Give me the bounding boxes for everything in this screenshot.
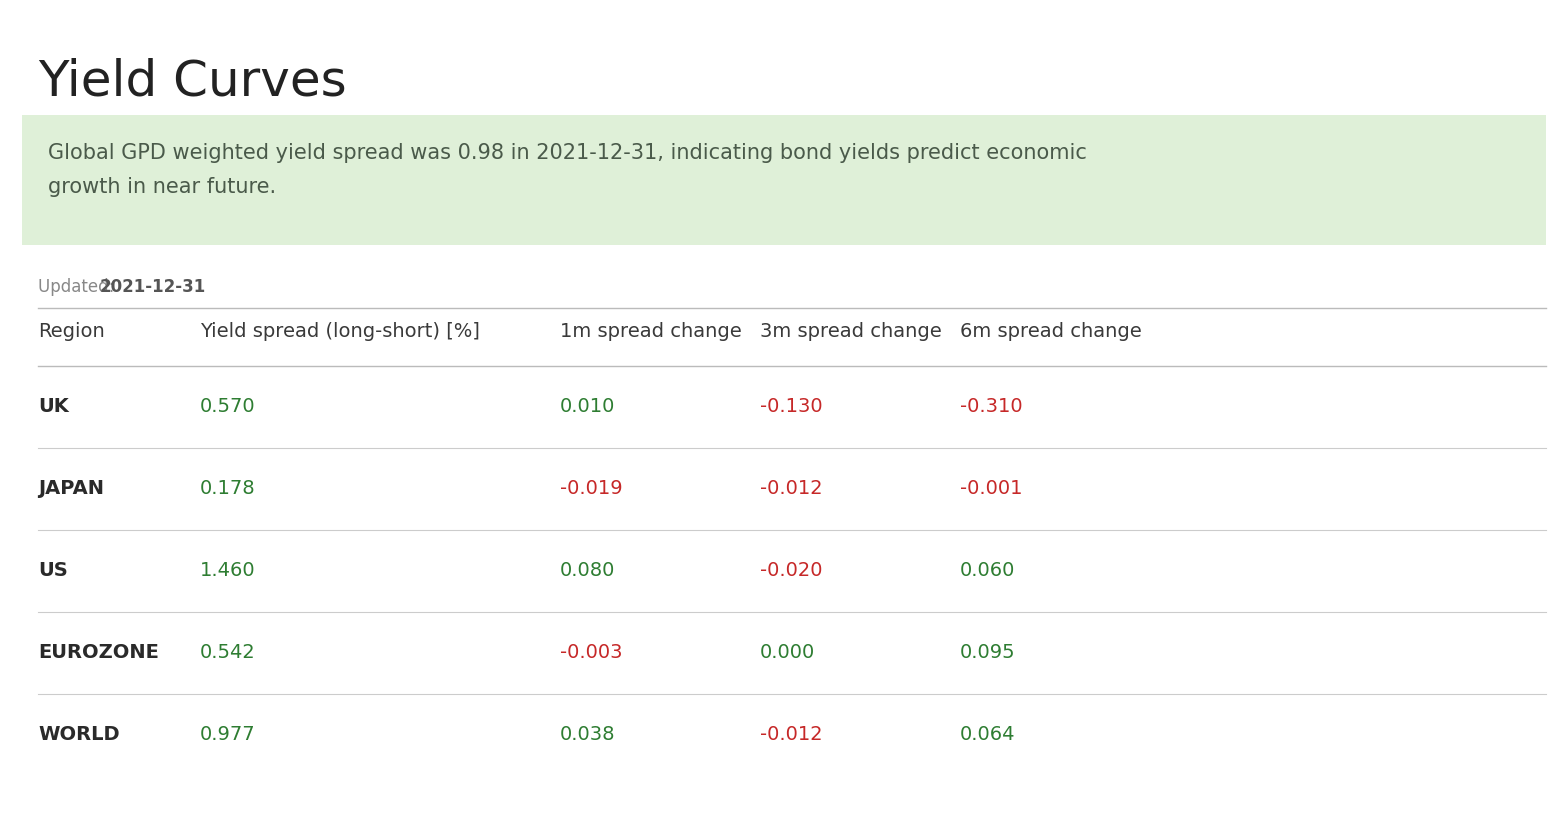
Text: -0.003: -0.003 bbox=[560, 644, 622, 663]
Text: 0.038: 0.038 bbox=[560, 725, 616, 744]
Text: Yield Curves: Yield Curves bbox=[38, 58, 347, 106]
Text: 0.000: 0.000 bbox=[760, 644, 815, 663]
Text: Global GPD weighted yield spread was 0.98 in 2021-12-31, indicating bond yields : Global GPD weighted yield spread was 0.9… bbox=[49, 143, 1087, 163]
Text: JAPAN: JAPAN bbox=[38, 480, 103, 499]
Text: 1.460: 1.460 bbox=[201, 561, 256, 580]
Text: 2021-12-31: 2021-12-31 bbox=[100, 278, 207, 296]
Text: 0.977: 0.977 bbox=[201, 725, 256, 744]
Text: -0.130: -0.130 bbox=[760, 397, 823, 416]
Text: 0.064: 0.064 bbox=[960, 725, 1016, 744]
Text: UK: UK bbox=[38, 397, 69, 416]
Text: 1m spread change: 1m spread change bbox=[560, 322, 742, 341]
Text: 0.060: 0.060 bbox=[960, 561, 1016, 580]
Text: -0.012: -0.012 bbox=[760, 480, 823, 499]
Text: 6m spread change: 6m spread change bbox=[960, 322, 1142, 341]
FancyBboxPatch shape bbox=[22, 115, 1546, 245]
Text: WORLD: WORLD bbox=[38, 725, 119, 744]
Text: -0.001: -0.001 bbox=[960, 480, 1022, 499]
Text: Yield spread (long-short) [%]: Yield spread (long-short) [%] bbox=[201, 322, 480, 341]
Text: Updated:: Updated: bbox=[38, 278, 119, 296]
Text: growth in near future.: growth in near future. bbox=[49, 177, 276, 197]
Text: 0.010: 0.010 bbox=[560, 397, 615, 416]
Text: 0.178: 0.178 bbox=[201, 480, 256, 499]
Text: 0.570: 0.570 bbox=[201, 397, 256, 416]
Text: Region: Region bbox=[38, 322, 105, 341]
Text: -0.020: -0.020 bbox=[760, 561, 823, 580]
Text: 3m spread change: 3m spread change bbox=[760, 322, 942, 341]
Text: -0.012: -0.012 bbox=[760, 725, 823, 744]
Text: US: US bbox=[38, 561, 67, 580]
Text: 0.080: 0.080 bbox=[560, 561, 615, 580]
Text: -0.310: -0.310 bbox=[960, 397, 1022, 416]
Text: 0.542: 0.542 bbox=[201, 644, 256, 663]
Text: 0.095: 0.095 bbox=[960, 644, 1016, 663]
Text: EUROZONE: EUROZONE bbox=[38, 644, 158, 663]
Text: -0.019: -0.019 bbox=[560, 480, 622, 499]
